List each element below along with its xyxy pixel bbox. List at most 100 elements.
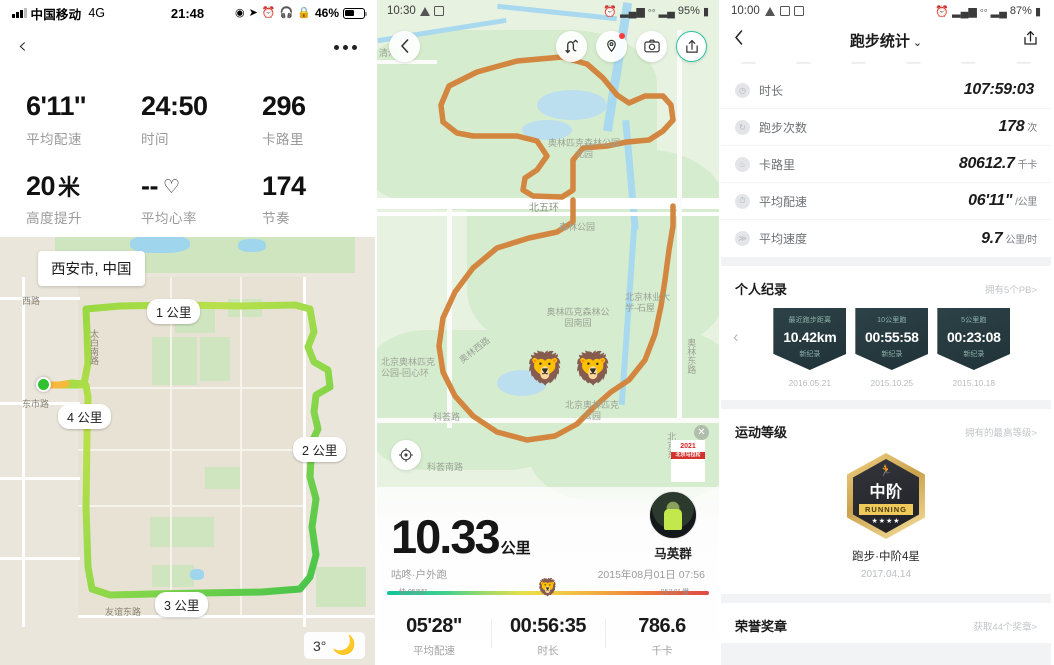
heart-icon: ♡	[162, 176, 180, 198]
medals-more-link[interactable]: 获取44个奖章>	[973, 621, 1037, 633]
headphones-icon: 🎧	[279, 6, 294, 19]
signal-bars-icon	[12, 8, 27, 18]
back-button[interactable]	[389, 30, 420, 62]
stat-value: 20 米	[26, 170, 80, 201]
personal-records-more-link[interactable]: 拥有5个PB>	[984, 284, 1037, 296]
route-swap-icon[interactable]	[556, 30, 587, 62]
sport-level-more-link[interactable]: 拥有的最高等级>	[964, 427, 1037, 439]
event-poster-banner[interactable]: 2021 北京马拉松	[671, 440, 705, 482]
more-dot	[343, 44, 348, 50]
road-label: 西路	[22, 296, 41, 306]
app-notification-icon	[793, 6, 804, 16]
road-label: 友谊东路	[105, 607, 142, 617]
more-options-button[interactable]	[334, 39, 357, 56]
row-label: 卡路里	[759, 157, 796, 172]
map-label: 清河	[379, 48, 398, 58]
level-date: 2017.04.14	[860, 569, 912, 580]
route-polyline	[436, 54, 676, 443]
speed-icon: ≫	[735, 231, 750, 246]
level-badge-ribbon: RUNNING	[859, 504, 913, 515]
alarm-icon: ⏰	[603, 5, 618, 18]
back-button[interactable]	[734, 30, 743, 50]
pb-date: 2015.10.25	[870, 378, 914, 388]
pb-date: 2015.10.18	[952, 378, 996, 388]
row-value: 107:59:03	[963, 81, 1035, 98]
poster-text: 北京马拉松	[671, 451, 705, 460]
battery-icon: ▮	[702, 5, 709, 18]
page-title: 跑步统计 ⌄	[849, 32, 923, 50]
row-label: 平均配速	[759, 194, 808, 209]
status-clock: 10:30	[387, 5, 416, 17]
stat-row-avg-speed[interactable]: ≫ 平均速度 9.7 公里/时	[721, 220, 1051, 257]
pb-item[interactable]: 10公里跑 00:55:58 新纪录 2015.10.25	[855, 308, 929, 388]
carousel-prev-icon[interactable]: ‹	[733, 327, 739, 346]
lion-dance-icon: 🦁	[573, 350, 613, 386]
level-badge-area[interactable]: 🏃 中阶 RUNNING ★★★★ 跑步·中阶4星 2017.04.14	[721, 449, 1051, 594]
status-clock: 10:00	[731, 5, 760, 17]
back-button[interactable]: ‹	[18, 34, 27, 59]
personal-records-carousel: ‹ 最近跑步距离 10.42km 新纪录 2016.05.21 10公里跑 00…	[721, 306, 1051, 400]
stat-row-calories[interactable]: ♨ 卡路里 80612.7 千卡	[721, 146, 1051, 183]
alarm-icon: ⏰	[261, 6, 276, 19]
overall-stats-card: ◷ 时长 107:59:03 ↻ 跑步次数 178 次 ♨ 卡路里 80612.7…	[721, 72, 1051, 257]
pb-card: 最近跑步距离 10.42km 新纪录	[773, 308, 847, 370]
status-left: 中国移动 4G	[12, 4, 105, 23]
pb-date: 2016.05.21	[788, 378, 832, 388]
share-button[interactable]	[1023, 30, 1038, 51]
row-label: 平均速度	[759, 232, 808, 246]
stat-label: 平均配速	[26, 131, 82, 147]
stat-row-duration[interactable]: ◷ 时长 107:59:03	[721, 72, 1051, 109]
sport-level-card: 运动等级 拥有的最高等级> 🏃 中阶 RUNNING ★★★★ 跑步·中阶4星 …	[721, 409, 1051, 594]
locate-me-button[interactable]	[391, 440, 421, 470]
close-icon[interactable]: ✕	[694, 425, 709, 440]
route-map-ios[interactable]: 西安市, 中国 1 公里 2 公里 3 公里 4 公里 西路 东市路 友谊东路 …	[0, 237, 375, 665]
stat-row-run-count[interactable]: ↻ 跑步次数 178 次	[721, 109, 1051, 146]
map-city-label: 西安市, 中国	[38, 251, 145, 286]
nav-bar: 跑步统计 ⌄	[721, 22, 1051, 58]
location-pin-icon[interactable]	[596, 30, 627, 62]
route-start-marker	[36, 377, 51, 392]
share-icon[interactable]	[676, 30, 707, 62]
personal-records-card: 个人纪录 拥有5个PB> ‹ 最近跑步距离 10.42km 新纪录 2016.0…	[721, 266, 1051, 400]
stat-avg-pace: 6'11'' 平均配速	[0, 91, 125, 148]
carrier-label: 中国移动	[30, 7, 82, 22]
user-block[interactable]: 马英群	[641, 491, 705, 562]
level-badge-text: 中阶	[869, 484, 903, 501]
map-actions	[556, 30, 707, 62]
signal-icon-2: ▂▄	[990, 5, 1007, 18]
ios-nav-bar: ‹	[0, 26, 375, 68]
row-value: 178 次	[998, 118, 1038, 135]
section-title: 个人纪录	[735, 282, 788, 297]
stat-calories: 786.6 千卡	[605, 615, 719, 658]
wifi-icon: ◦◦	[647, 5, 656, 17]
map-label: 奥林匹克森林公园南园	[546, 307, 610, 329]
battery-percent-label: 87%	[1009, 5, 1032, 17]
stat-label: 时长	[537, 644, 559, 657]
level-name: 跑步·中阶4星	[852, 551, 920, 563]
poster-year: 2021	[680, 443, 696, 450]
section-title: 荣誉奖章	[735, 619, 788, 634]
pb-badge: 新纪录	[963, 351, 985, 358]
stat-label: 平均心率	[141, 211, 197, 227]
pb-value: 00:55:58	[865, 329, 919, 345]
stat-label: 节奏	[262, 211, 290, 227]
warning-triangle-icon	[764, 6, 775, 16]
flame-icon: ♨	[735, 156, 750, 172]
map-label: 北京奥林匹克公园	[565, 400, 620, 422]
summary-stats-row: 05'28" 平均配速 00:56:35 时长 786.6 千卡	[377, 595, 719, 658]
user-name: 马英群	[654, 547, 692, 561]
distance-unit: 公里	[500, 540, 531, 557]
pb-item[interactable]: 最近跑步距离 10.42km 新纪录 2016.05.21	[773, 308, 847, 388]
more-dot	[352, 44, 357, 50]
avatar[interactable]	[649, 491, 697, 539]
stat-row-avg-pace[interactable]: ⏱ 平均配速 06'11"/公里	[721, 183, 1051, 220]
row-value: 80612.7 千卡	[958, 155, 1037, 172]
battery-icon	[343, 7, 367, 19]
map-label: 森林公园	[559, 222, 596, 232]
pb-value: 10.42km	[783, 329, 837, 345]
camera-icon[interactable]	[636, 30, 667, 62]
location-arrow-icon: ➤	[248, 6, 258, 19]
row-label: 时长	[759, 83, 784, 98]
pb-item[interactable]: 5公里跑 00:23:08 新纪录 2015.10.18	[937, 308, 1011, 388]
map-label: 北五环	[529, 203, 559, 214]
